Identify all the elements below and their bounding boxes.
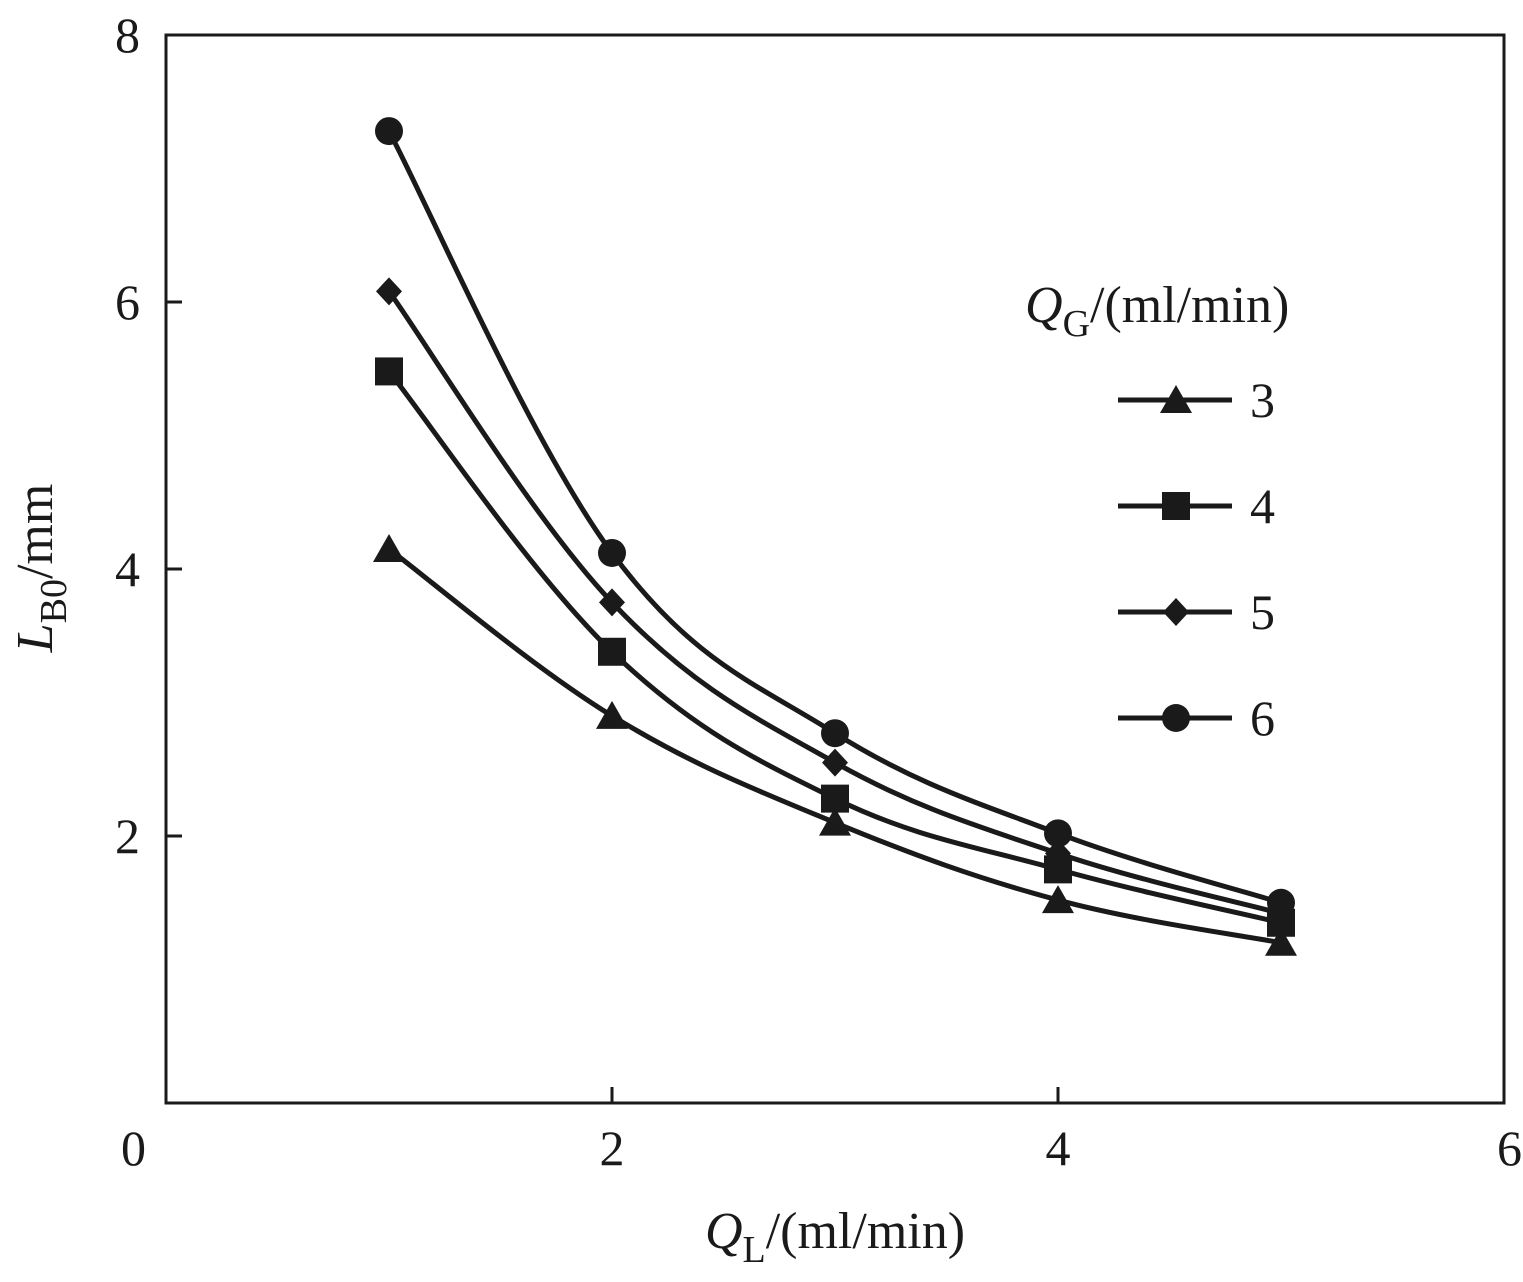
- x-tick-label: 0: [121, 1120, 146, 1176]
- data-point-triangle: [819, 807, 851, 836]
- plot-frame: [164, 33, 1506, 1105]
- legend-marker-triangle: [1160, 385, 1192, 413]
- data-point-square: [598, 637, 626, 666]
- axis-ticks: [166, 300, 1060, 1103]
- legend-label: 4: [1250, 478, 1275, 534]
- data-point-diamond: [376, 277, 402, 306]
- legend-item-5: 5: [1118, 584, 1275, 640]
- x-tick-label: 4: [1046, 1120, 1071, 1176]
- legend-title-sub: G: [1063, 303, 1090, 345]
- data-point-diamond: [1045, 839, 1071, 868]
- x-axis-title-main: Q: [705, 1203, 743, 1260]
- data-point-circle: [598, 538, 626, 567]
- y-tick-label: 4: [115, 541, 140, 597]
- data-point-circle: [375, 117, 403, 146]
- y-axis-title-sub: B0: [33, 579, 75, 623]
- y-axis-title-unit: /mm: [7, 484, 64, 579]
- data-point-triangle: [1265, 927, 1297, 956]
- legend-title: QG/(ml/min): [1025, 277, 1289, 345]
- data-point-circle: [1267, 888, 1295, 917]
- y-tick-label: 8: [115, 7, 140, 63]
- data-point-square: [821, 784, 849, 813]
- data-point-triangle: [596, 700, 628, 729]
- x-axis-title-sub: L: [743, 1229, 766, 1271]
- y-tick-label: 2: [115, 808, 140, 864]
- legend-marker-square: [1162, 492, 1190, 520]
- x-tick-label: 2: [600, 1120, 625, 1176]
- axis-tick-labels: 0 2 4 6 2 4 6 8: [115, 7, 1522, 1176]
- series-line-6: [386, 128, 1284, 906]
- data-point-square: [375, 357, 403, 386]
- y-axis-title: LB0/mm: [7, 484, 75, 654]
- x-axis-title: QL/(ml/min): [705, 1203, 965, 1271]
- legend-title-unit: /(ml/min): [1090, 277, 1289, 334]
- data-point-triangle: [373, 533, 405, 562]
- legend-item-4: 4: [1118, 478, 1275, 534]
- series-markers: [373, 117, 1297, 956]
- legend: QG/(ml/min) 3 4 5 6: [1025, 277, 1289, 746]
- series-line-4: [386, 368, 1284, 926]
- legend-marker-circle: [1162, 704, 1190, 732]
- data-point-circle: [821, 719, 849, 748]
- legend-item-6: 6: [1118, 690, 1275, 746]
- legend-title-main: Q: [1025, 277, 1063, 334]
- y-tick-label: 6: [115, 274, 140, 330]
- series-line-5: [386, 288, 1284, 916]
- legend-marker-diamond: [1163, 598, 1189, 626]
- legend-label: 3: [1250, 372, 1275, 428]
- x-axis-title-unit: /(ml/min): [766, 1203, 965, 1260]
- legend-label: 5: [1250, 584, 1275, 640]
- x-tick-label: 6: [1497, 1120, 1522, 1176]
- y-axis-title-main: L: [7, 623, 64, 653]
- data-point-diamond: [599, 588, 625, 617]
- legend-items: 3 4 5 6: [1118, 372, 1275, 746]
- legend-label: 6: [1250, 690, 1275, 746]
- legend-item-3: 3: [1118, 372, 1275, 428]
- data-point-triangle: [1042, 885, 1074, 914]
- data-point-circle: [1044, 819, 1072, 848]
- data-point-diamond: [822, 748, 848, 777]
